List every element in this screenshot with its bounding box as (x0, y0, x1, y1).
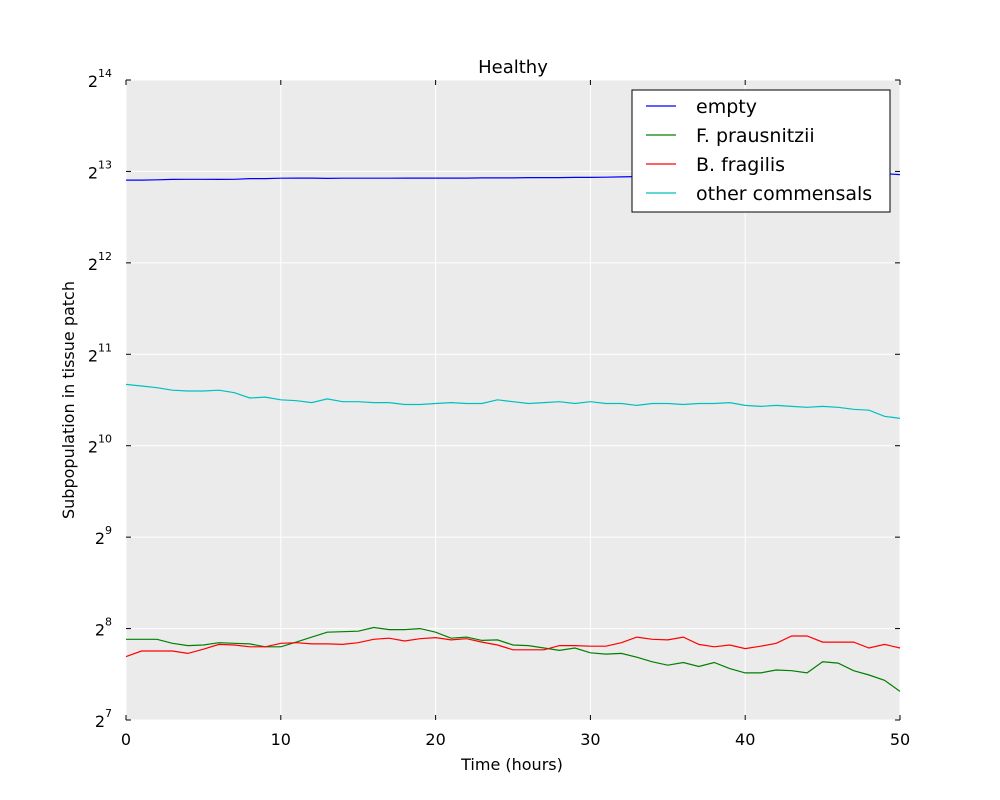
x-tick-labels: 0 10 20 30 40 50 (121, 730, 910, 749)
y-tick-label: 27 (95, 707, 112, 731)
series-line (125, 383, 901, 419)
x-tick-label: 40 (735, 730, 755, 749)
y-tick-label: 212 (88, 250, 112, 274)
legend-label: B. fragilis (696, 154, 785, 176)
y-tick-label: 29 (95, 524, 112, 548)
y-tick-label: 28 (95, 616, 112, 640)
y-tick-label: 213 (88, 158, 112, 182)
x-tick-label: 50 (890, 730, 910, 749)
x-tick-label: 20 (425, 730, 445, 749)
legend-label: other commensals (696, 183, 872, 205)
y-axis-label: Subpopulation in tissue patch (59, 281, 78, 519)
axis-ticks (125, 79, 901, 721)
x-tick-label: 0 (121, 730, 131, 749)
grid-lines (125, 79, 901, 721)
legend-box (631, 89, 891, 213)
y-tick-labels: 27 28 29 210 211 212 213 214 (88, 67, 112, 731)
legend: empty F. prausnitzii B. fragilis other comm… (631, 89, 891, 213)
chart-title: Healthy (478, 57, 548, 78)
series-line (126, 626, 901, 692)
y-tick-label: 210 (88, 433, 112, 457)
legend-label: F. prausnitzii (696, 125, 815, 147)
legend-label: empty (696, 96, 757, 118)
y-tick-label: 214 (88, 67, 112, 91)
x-tick-label: 30 (580, 730, 600, 749)
series-line (125, 635, 901, 658)
y-tick-label: 211 (88, 341, 112, 365)
x-axis-label: Time (hours) (460, 755, 563, 774)
x-tick-label: 10 (271, 730, 291, 749)
